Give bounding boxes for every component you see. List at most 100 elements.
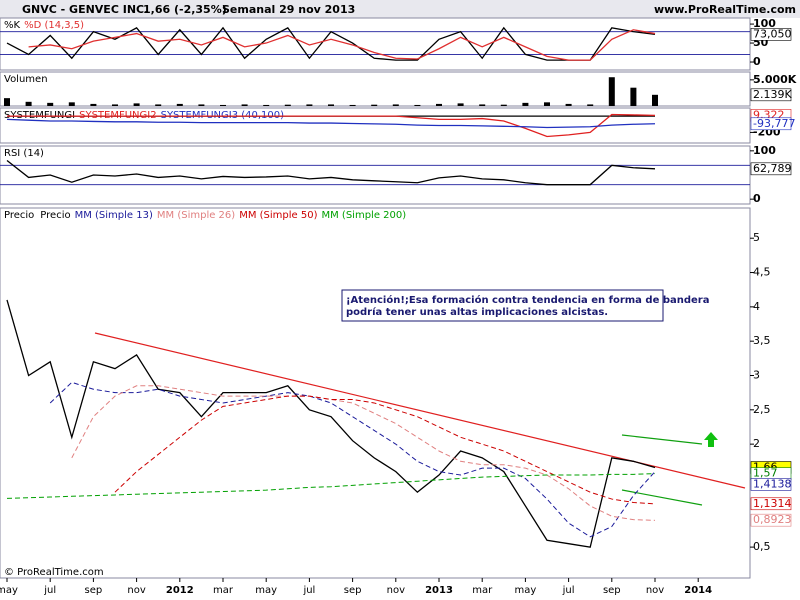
panel-frame bbox=[0, 107, 751, 144]
y-tick-label: 100 bbox=[753, 144, 776, 157]
y-tick-label: 4,5 bbox=[753, 266, 771, 279]
bar bbox=[284, 104, 291, 106]
site: www.ProRealTime.com bbox=[654, 3, 796, 16]
legend-entry: MM (Simple 26) bbox=[157, 210, 235, 221]
panel-title: Volumen bbox=[4, 74, 48, 85]
legend-entry: Precio bbox=[40, 210, 70, 221]
series-line bbox=[6, 118, 656, 129]
x-tick-label: sep bbox=[603, 585, 621, 596]
bar bbox=[263, 104, 270, 106]
y-tick-label: 2 bbox=[753, 437, 760, 450]
panel-frame bbox=[0, 145, 751, 205]
y-tick-label: 4 bbox=[753, 300, 760, 313]
value-marker-label: 1,1314 bbox=[753, 497, 792, 510]
x-tick-label: mar bbox=[213, 585, 234, 596]
x-tick-label: jul bbox=[302, 585, 315, 596]
value-marker bbox=[750, 162, 792, 176]
series-line bbox=[71, 385, 656, 521]
y-tick-label: 0 bbox=[753, 55, 761, 68]
value-marker-label: 2.139K bbox=[753, 88, 792, 101]
legend-entry: MM (Simple 50) bbox=[239, 210, 317, 221]
bar bbox=[155, 104, 162, 106]
bar bbox=[241, 104, 248, 106]
x-tick-label: may bbox=[255, 585, 277, 596]
series-line bbox=[6, 159, 656, 186]
x-tick-label: may bbox=[515, 585, 537, 596]
bar bbox=[436, 103, 442, 106]
value-marker bbox=[750, 478, 792, 491]
panel-title: Precio bbox=[4, 210, 34, 221]
value-marker-label: 1,57 bbox=[753, 467, 778, 480]
plot bbox=[6, 113, 656, 138]
value-marker-label: 62,789 bbox=[753, 162, 792, 175]
flag-line bbox=[621, 489, 703, 506]
value-marker bbox=[750, 88, 792, 102]
bar bbox=[608, 77, 615, 106]
value-marker bbox=[750, 117, 792, 131]
bar bbox=[587, 104, 594, 106]
bar bbox=[565, 103, 572, 106]
value-marker bbox=[750, 497, 792, 511]
x-tick-label: mar bbox=[472, 585, 493, 596]
bar bbox=[25, 101, 32, 106]
legend-entry: %K bbox=[4, 20, 21, 31]
bar bbox=[220, 104, 226, 106]
y-tick-label: 5.000K bbox=[753, 73, 797, 86]
bar bbox=[4, 98, 10, 106]
series-line bbox=[7, 113, 656, 138]
y-tick-label: 5 bbox=[753, 231, 760, 244]
annotation-box bbox=[341, 289, 664, 322]
plot bbox=[6, 26, 656, 61]
bar bbox=[68, 102, 75, 106]
bar bbox=[133, 103, 140, 106]
plot bbox=[6, 299, 656, 548]
series-line bbox=[114, 395, 656, 505]
annotation: ¡Atención!;Esa formación contra tendenci… bbox=[346, 294, 709, 306]
value-marker-label: -93,777 bbox=[753, 117, 795, 130]
legend-entry: %D (14,3,5) bbox=[24, 20, 84, 31]
x-tick-label: nov bbox=[387, 585, 405, 596]
bar bbox=[479, 104, 486, 106]
panel-frame bbox=[0, 17, 751, 71]
x-tick-label: jul bbox=[43, 585, 56, 596]
x-tick-label: jul bbox=[562, 585, 575, 596]
x-tick-label: 2014 bbox=[684, 585, 712, 596]
x-tick-label: 2012 bbox=[166, 585, 194, 596]
bar bbox=[371, 104, 378, 106]
bar bbox=[112, 104, 118, 106]
footer: © ProRealTime.com bbox=[4, 567, 104, 578]
series-line bbox=[28, 29, 656, 61]
y-tick-label: 100 bbox=[753, 17, 776, 30]
bar bbox=[414, 104, 421, 106]
y-tick-label: 2,5 bbox=[753, 403, 771, 416]
x-tick-label: nov bbox=[646, 585, 664, 596]
bar bbox=[306, 104, 313, 106]
y-tick-label: 0,5 bbox=[753, 540, 771, 553]
value-marker-label: 1,4138 bbox=[753, 477, 792, 490]
series-line bbox=[6, 299, 656, 548]
bar bbox=[328, 104, 334, 106]
bar bbox=[630, 87, 637, 106]
y-tick-label: 0 bbox=[753, 192, 761, 205]
y-tick-label: 3 bbox=[753, 368, 760, 381]
up-arrow bbox=[704, 432, 718, 447]
series-line bbox=[49, 381, 656, 538]
legend-entry: RSI (14) bbox=[4, 148, 44, 159]
value-marker-label: 73,050 bbox=[753, 27, 792, 40]
symbol: GNVC - GENVEC INC. bbox=[22, 3, 148, 16]
bar bbox=[90, 103, 97, 106]
x-tick-label: may bbox=[0, 585, 18, 596]
y-tick-label: 3,5 bbox=[753, 334, 771, 347]
x-tick-label: 2013 bbox=[425, 585, 453, 596]
plot bbox=[6, 159, 656, 186]
bar bbox=[500, 104, 507, 106]
value-marker-label: 0,8923 bbox=[753, 513, 792, 526]
legend-entry: MM (Simple 200) bbox=[321, 210, 406, 221]
series-line bbox=[6, 26, 656, 61]
bar bbox=[457, 103, 464, 106]
series-line bbox=[6, 473, 656, 499]
plot bbox=[4, 77, 658, 106]
value-marker bbox=[750, 513, 792, 527]
x-tick-label: nov bbox=[127, 585, 145, 596]
